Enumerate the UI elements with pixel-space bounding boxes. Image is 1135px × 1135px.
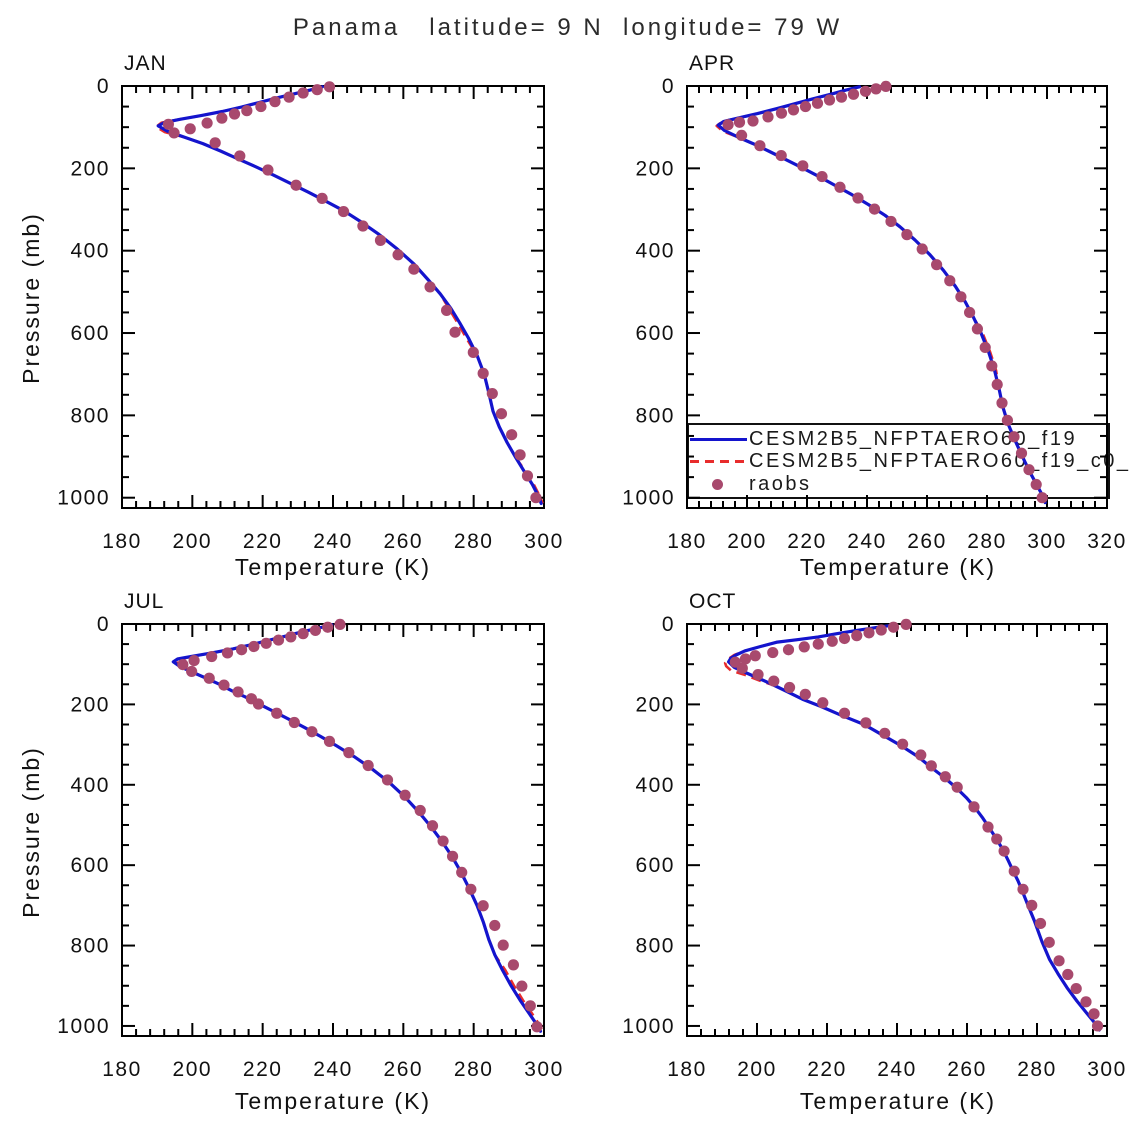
svg-text:200: 200 [70, 157, 110, 180]
model1-line [726, 623, 1101, 1032]
axis-frame [686, 85, 1108, 509]
legend-item-model1: CESM2B5_NFPTAERO60_f19 [689, 428, 1135, 450]
svg-text:600: 600 [635, 322, 675, 345]
svg-text:240: 240 [847, 530, 887, 553]
svg-text:400: 400 [70, 240, 110, 263]
svg-text:300: 300 [524, 530, 564, 553]
svg-text:800: 800 [635, 935, 675, 958]
panel-apr: 180 200 220 240 260 280 300 320 0 200 400 600 800 100… [622, 75, 1127, 553]
svg-text:260: 260 [384, 1058, 424, 1081]
svg-text:600: 600 [70, 322, 110, 345]
solid-line-sample-icon [690, 438, 747, 441]
svg-text:0: 0 [97, 613, 110, 636]
raobs-dots [162, 81, 542, 504]
legend-label: CESM2B5_NFPTAERO60_f19 [749, 428, 1078, 450]
x-axis-label: Temperature (K) [799, 1088, 997, 1114]
svg-text:260: 260 [907, 530, 947, 553]
axis-ticks [121, 623, 545, 1036]
svg-text:1000: 1000 [622, 487, 675, 510]
panel-title-jul: JUL [124, 590, 165, 613]
svg-text:220: 220 [787, 530, 827, 553]
svg-text:240: 240 [313, 530, 353, 553]
svg-text:1000: 1000 [622, 1015, 675, 1038]
svg-text:300: 300 [1087, 1058, 1127, 1081]
svg-text:600: 600 [70, 854, 110, 877]
panel-title-apr: APR [689, 52, 736, 75]
raobs-dots [729, 618, 1104, 1032]
panel-jan: 180 200 220 240 260 280 300 0 200 400 600 800 1000 [57, 75, 564, 553]
svg-text:220: 220 [243, 530, 283, 553]
raobs-dots [177, 618, 543, 1033]
svg-text:600: 600 [635, 854, 675, 877]
svg-text:0: 0 [97, 75, 110, 98]
raobs-dots [722, 80, 1048, 504]
axis-frame [121, 623, 545, 1037]
svg-text:260: 260 [384, 530, 424, 553]
x-axis-label: Temperature (K) [234, 554, 432, 580]
panel-title-oct: OCT [689, 590, 737, 613]
tick-labels: 180 200 220 240 260 280 300 0 200 400 600 800 1000 [622, 613, 1127, 1081]
model2-dashed-line [175, 623, 545, 1032]
svg-text:240: 240 [877, 1058, 917, 1081]
svg-text:800: 800 [70, 404, 110, 427]
svg-text:1000: 1000 [57, 487, 110, 510]
svg-text:300: 300 [524, 1058, 564, 1081]
svg-text:220: 220 [243, 1058, 283, 1081]
svg-text:200: 200 [173, 530, 213, 553]
svg-text:400: 400 [635, 240, 675, 263]
x-axis-label: Temperature (K) [234, 1088, 432, 1114]
y-axis-label: Pressure (mb) [18, 212, 44, 384]
svg-text:180: 180 [102, 1058, 142, 1081]
svg-text:0: 0 [662, 75, 675, 98]
dot-sample-icon [712, 479, 723, 490]
model1-line [156, 85, 543, 506]
svg-text:280: 280 [1017, 1058, 1057, 1081]
model1-line [716, 85, 1047, 505]
tick-labels: 180 200 220 240 260 280 300 0 200 400 600 800 1000 [57, 613, 564, 1081]
svg-text:180: 180 [667, 1058, 707, 1081]
legend-item-raobs: raobs [689, 473, 1135, 495]
svg-text:260: 260 [947, 1058, 987, 1081]
svg-text:800: 800 [635, 404, 675, 427]
svg-text:280: 280 [454, 1058, 494, 1081]
svg-text:280: 280 [454, 530, 494, 553]
svg-text:240: 240 [313, 1058, 353, 1081]
svg-text:180: 180 [102, 530, 142, 553]
panel-jul: 180 200 220 240 260 280 300 0 200 400 600 800 1000 [57, 613, 564, 1081]
axis-ticks [686, 623, 1108, 1036]
model2-dashed-line [723, 623, 1101, 1031]
panel-title-jan: JAN [124, 52, 167, 75]
panel-oct: 180 200 220 240 260 280 300 0 200 400 600 800 1000 [622, 613, 1127, 1081]
svg-text:1000: 1000 [57, 1015, 110, 1038]
svg-text:200: 200 [70, 693, 110, 716]
svg-text:200: 200 [727, 530, 767, 553]
axis-frame [686, 623, 1108, 1037]
svg-text:220: 220 [807, 1058, 847, 1081]
svg-text:280: 280 [967, 530, 1007, 553]
svg-text:400: 400 [635, 774, 675, 797]
svg-text:0: 0 [662, 613, 675, 636]
axis-ticks [686, 85, 1108, 508]
axis-frame [121, 85, 545, 509]
tick-labels: 180 200 220 240 260 280 300 0 200 400 600 800 1000 [57, 75, 564, 553]
svg-text:200: 200 [737, 1058, 777, 1081]
svg-text:400: 400 [70, 774, 110, 797]
tick-labels: 180 200 220 240 260 280 300 320 0 200 400 600 800 100… [622, 75, 1127, 553]
svg-text:300: 300 [1027, 530, 1067, 553]
axis-ticks [121, 85, 545, 508]
svg-text:800: 800 [70, 935, 110, 958]
svg-text:200: 200 [635, 157, 675, 180]
x-axis-label: Temperature (K) [799, 554, 997, 580]
figure-title: Panama latitude= 9 N longitude= 79 W [292, 14, 843, 41]
svg-text:180: 180 [667, 530, 707, 553]
svg-text:200: 200 [635, 693, 675, 716]
svg-text:200: 200 [173, 1058, 213, 1081]
y-axis-label: Pressure (mb) [18, 746, 44, 918]
dashed-line-sample-icon [690, 460, 747, 463]
svg-text:320: 320 [1087, 530, 1127, 553]
legend-label: raobs [749, 473, 812, 495]
